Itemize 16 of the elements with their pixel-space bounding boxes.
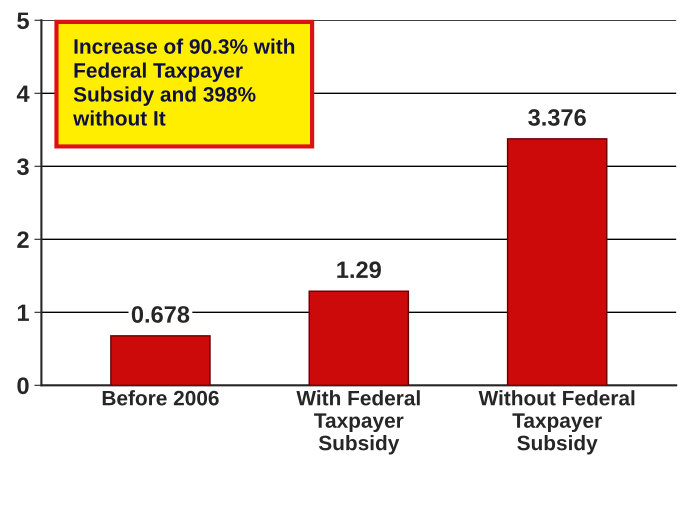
y-tick-label: 4 [16,86,30,102]
data-label: 0.678 [132,306,190,323]
x-tick-label: With Federal Taxpayer Subsidy [296,390,420,454]
x-tick-label: Before 2006 [102,390,219,406]
y-tick-label: 2 [17,231,29,248]
annotation: Increase of 90.3% with Federal Taxpayer Subsidy and 398% without It [73,38,294,126]
y-tick-label: 0 [17,377,29,394]
bar [506,138,608,386]
x-tick-label: Without Federal Taxpayer Subsidy [478,390,634,454]
y-tick-label: 1 [18,304,29,321]
data-label: 1.29 [337,261,381,278]
y-tick-label: 5 [17,12,29,30]
bar [308,290,410,386]
bar [110,335,211,386]
data-label: 3.376 [528,109,586,126]
y-tick-label: 3 [17,158,29,176]
